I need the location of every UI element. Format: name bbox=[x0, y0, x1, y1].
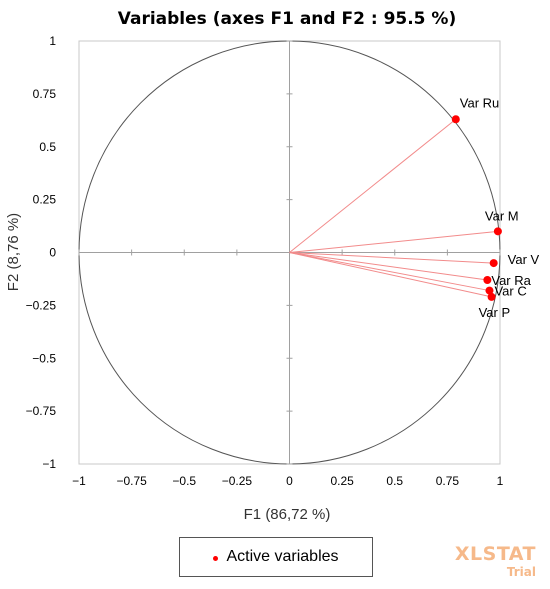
variable-vector bbox=[289, 252, 492, 298]
variable-label: Var M bbox=[485, 208, 519, 223]
variable-point bbox=[451, 115, 460, 124]
x-tick-labels: −1 −0.75 −0.5 −0.25 0 0.25 0.5 0.75 1 bbox=[72, 474, 504, 488]
xlstat-watermark: XLSTAT Trial bbox=[454, 543, 536, 579]
legend-label: Active variables bbox=[226, 548, 339, 565]
y-tick-labels: 1 0.75 0.5 0.25 0 −0.25 −0.5 −0.75 −1 bbox=[26, 34, 57, 471]
variable-point bbox=[487, 292, 496, 301]
x-tick-label: −0.5 bbox=[172, 474, 196, 488]
variable-label: Var V bbox=[508, 252, 540, 267]
y-tick-label: 0.25 bbox=[33, 193, 57, 207]
x-tick-label: 0 bbox=[286, 474, 293, 488]
variable-label: Var C bbox=[494, 284, 526, 299]
y-tick-label: 1 bbox=[49, 34, 56, 48]
variable-label: Var Ru bbox=[460, 95, 500, 110]
x-tick-label: 1 bbox=[497, 474, 504, 488]
y-tick-label: −0.75 bbox=[26, 404, 57, 418]
variable-label: Var Ra bbox=[491, 273, 531, 288]
variable-point bbox=[489, 259, 498, 268]
x-tick-label: 0.75 bbox=[436, 474, 460, 488]
watermark-brand: XLSTAT bbox=[454, 543, 536, 565]
x-tick-label: 0.25 bbox=[330, 474, 354, 488]
y-tick-label: −0.25 bbox=[26, 298, 57, 312]
variable-vector bbox=[289, 252, 494, 264]
x-tick-label: 0.5 bbox=[386, 474, 403, 488]
variable-points bbox=[451, 115, 502, 301]
variable-vector bbox=[289, 252, 490, 292]
watermark-trial: Trial bbox=[506, 565, 536, 579]
y-tick-label: 0 bbox=[49, 246, 56, 260]
chart-title: Variables (axes F1 and F2 : 95.5 %) bbox=[118, 9, 456, 29]
y-tick-label: 0.5 bbox=[39, 140, 56, 154]
legend-marker-dot bbox=[213, 555, 219, 561]
variable-vector bbox=[289, 118, 457, 253]
variable-point bbox=[493, 227, 502, 236]
variable-vector bbox=[289, 230, 498, 253]
y-tick-label: 0.75 bbox=[33, 87, 57, 101]
y-tick-label: −1 bbox=[42, 457, 56, 471]
variable-vectors bbox=[289, 118, 498, 298]
variable-label: Var P bbox=[479, 305, 511, 320]
legend: Active variables bbox=[179, 537, 373, 577]
x-axis-title: F1 (86,72 %) bbox=[244, 506, 331, 523]
y-tick-label: −0.5 bbox=[32, 351, 56, 365]
x-tick-label: −0.25 bbox=[222, 474, 253, 488]
variable-point bbox=[485, 286, 494, 295]
variable-vector bbox=[289, 252, 488, 281]
x-tick-label: −1 bbox=[72, 474, 86, 488]
variable-point bbox=[483, 275, 492, 284]
x-tick-label: −0.75 bbox=[116, 474, 147, 488]
y-axis-title: F2 (8,76 %) bbox=[5, 213, 22, 291]
